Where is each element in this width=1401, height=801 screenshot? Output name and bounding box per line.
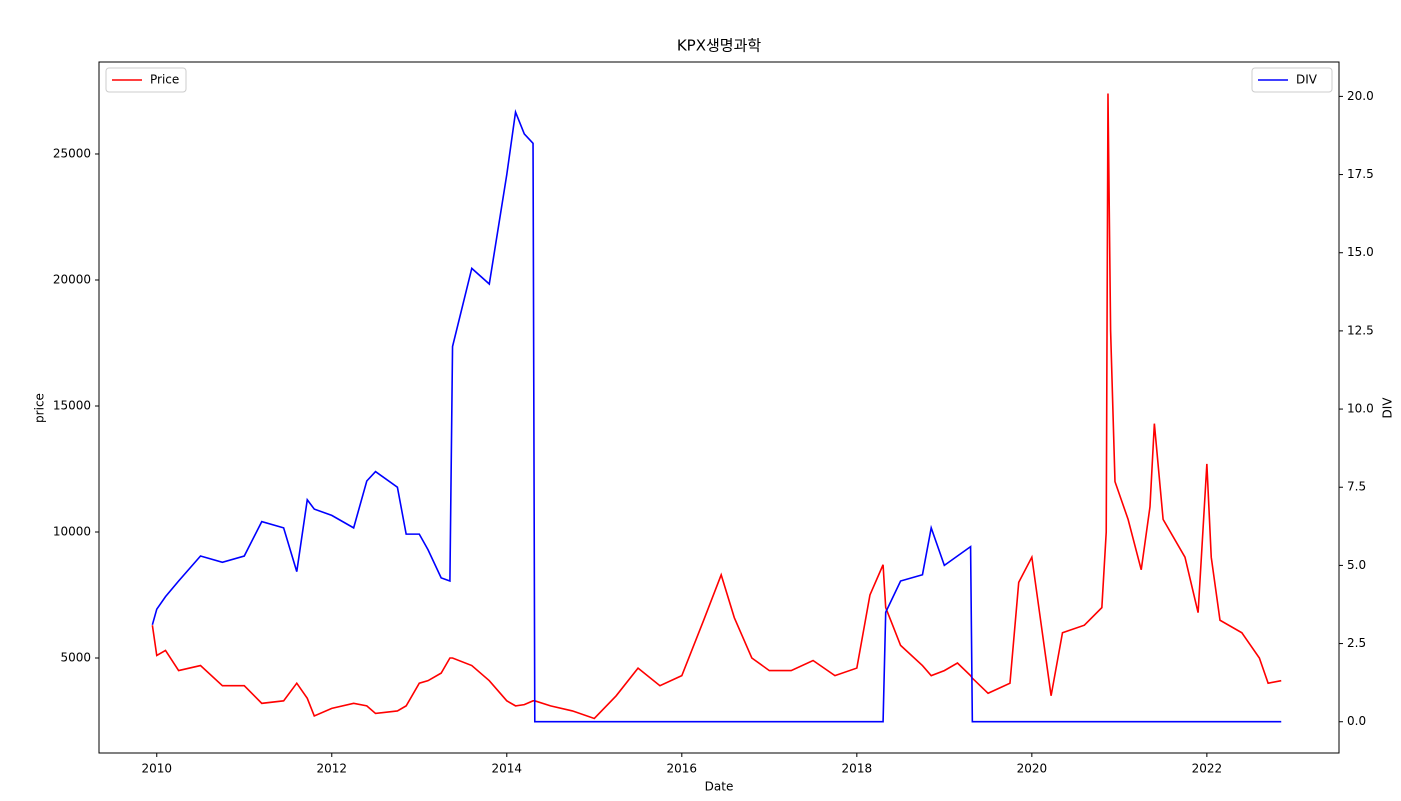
line-series: [151, 93, 1282, 720]
y-tick-label: 15000: [53, 398, 91, 412]
y2-tick-label: 10.0: [1347, 402, 1374, 416]
y-axis-label: price: [33, 393, 47, 423]
legend-label: DIV: [1296, 73, 1318, 87]
chart-title: KPX생명과학: [677, 37, 762, 55]
x-tick-label: 2020: [1017, 762, 1048, 776]
x-tick-label: 2022: [1192, 762, 1223, 776]
legend-box: [105, 67, 187, 93]
legend-label: Price: [150, 73, 179, 87]
x-tick-label: 2018: [842, 762, 873, 776]
x-axis-label: Date: [705, 780, 734, 794]
x-tick-label: 2014: [492, 762, 523, 776]
y-tick-label: 5000: [60, 650, 91, 664]
y2-tick-label: 0.0: [1347, 714, 1366, 728]
x-tick-label: 2016: [667, 762, 698, 776]
y2-tick-label: 5.0: [1347, 558, 1366, 572]
y2-tick-label: 17.5: [1347, 167, 1374, 181]
y2-tick-label: 12.5: [1347, 323, 1374, 337]
y2-tick-label: 2.5: [1347, 636, 1366, 650]
y-tick-label: 25000: [53, 146, 91, 160]
y2-axis-label: DIV: [1381, 397, 1395, 419]
y-tick-label: 10000: [53, 524, 91, 538]
y2-tick-label: 7.5: [1347, 480, 1366, 494]
legend-box: [1251, 67, 1333, 93]
y-tick-label: 20000: [53, 272, 91, 286]
line-series: [151, 108, 1282, 723]
plot-frame: [98, 61, 1340, 754]
x-tick-label: 2010: [141, 762, 172, 776]
x-tick-label: 2012: [317, 762, 348, 776]
y2-tick-label: 20.0: [1347, 89, 1374, 103]
y2-tick-label: 15.0: [1347, 245, 1374, 259]
